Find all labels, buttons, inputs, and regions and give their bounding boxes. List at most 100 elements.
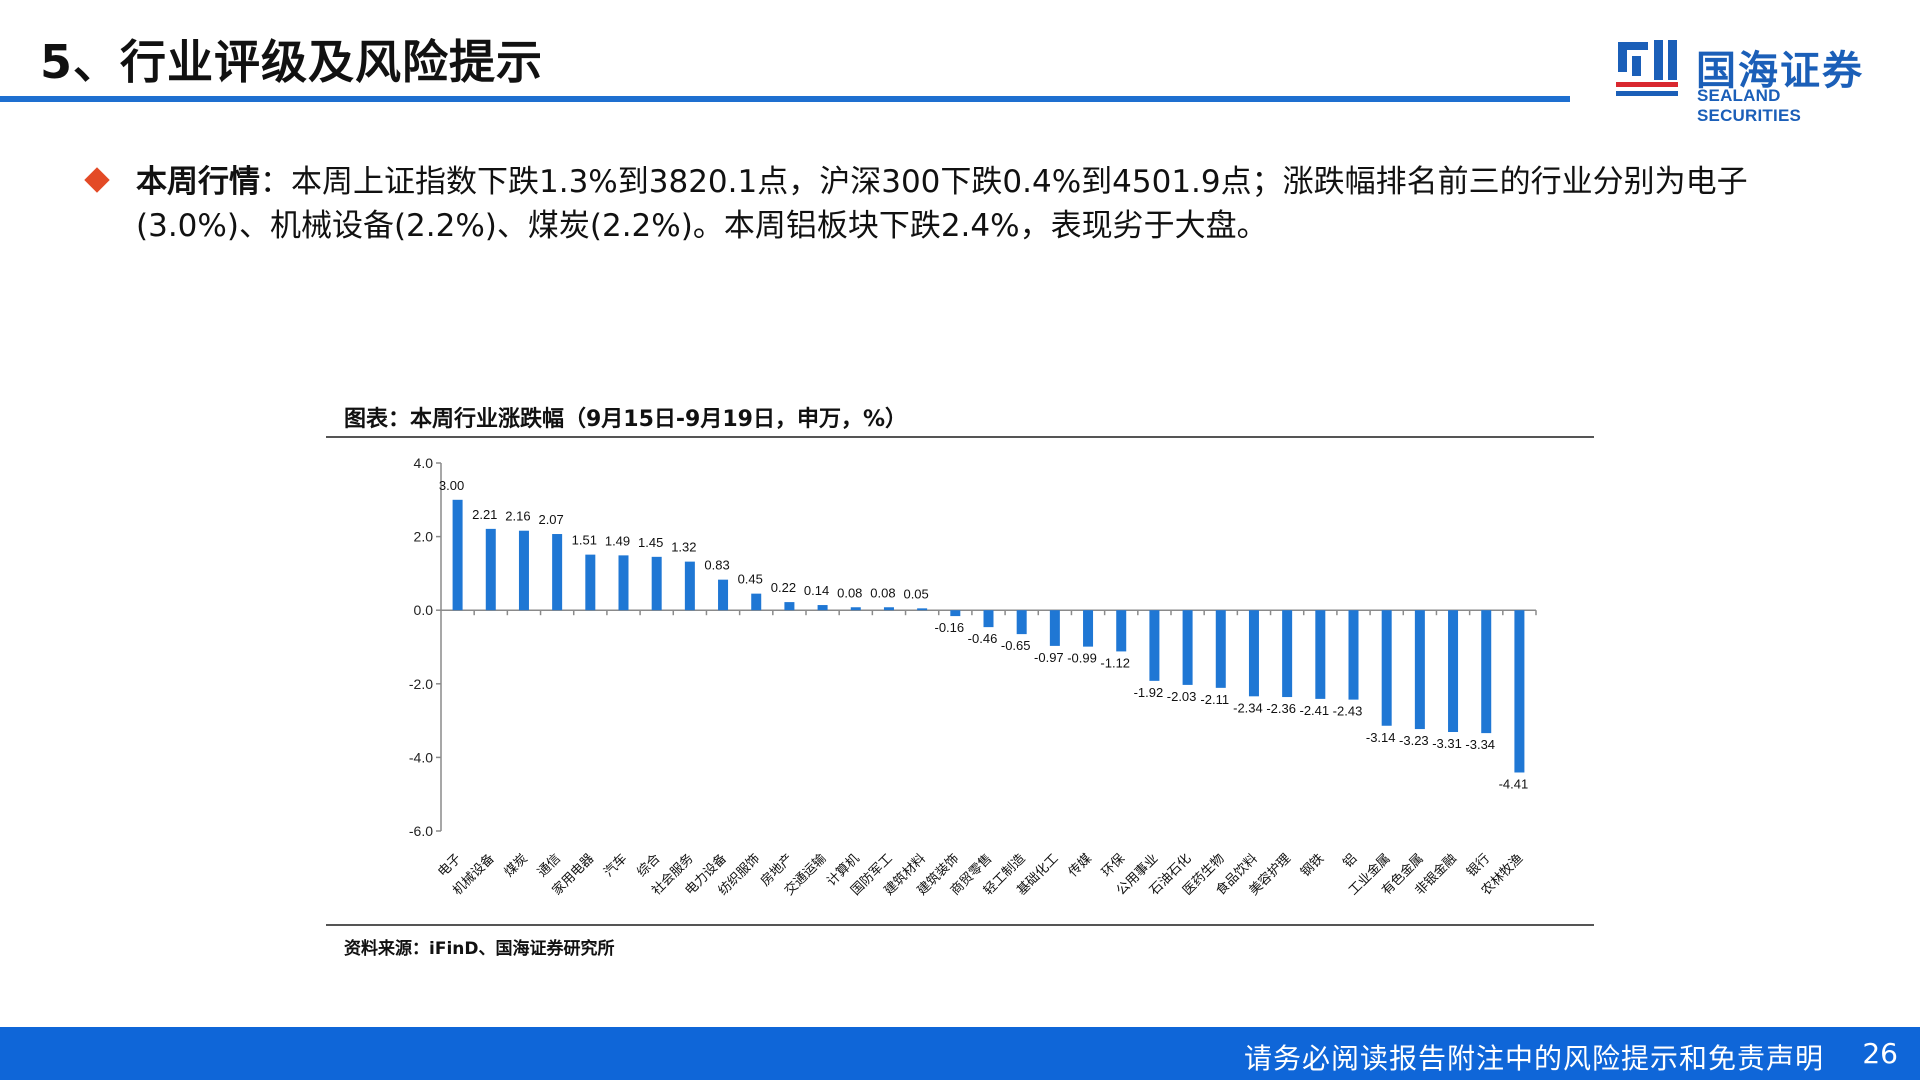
chart-title: 图表：本周行业涨跌幅（9月15日-9月19日，申万，%）: [344, 407, 908, 432]
y-tick-label: -6.0: [409, 823, 433, 839]
category-label: 环保: [1099, 851, 1128, 880]
category-label: 煤炭: [502, 851, 531, 880]
page-number: 26: [1862, 1037, 1898, 1070]
bar-14: [917, 608, 928, 611]
data-label: -2.36: [1266, 701, 1296, 716]
y-tick-label: -4.0: [409, 749, 433, 765]
bar-31: [1481, 610, 1492, 734]
footer-disclaimer: 请务必阅读报告附注中的风险提示和免责声明: [1243, 1042, 1824, 1075]
data-label: -2.03: [1167, 689, 1197, 704]
page-title: 5、行业评级及风险提示: [40, 35, 544, 89]
data-label: 0.08: [870, 585, 895, 600]
data-label: 0.14: [804, 583, 829, 598]
bar-32: [1514, 610, 1525, 773]
bar-2: [518, 530, 529, 611]
data-label: 3.00: [439, 478, 464, 493]
bar-9: [751, 593, 762, 611]
data-label: 1.51: [572, 533, 597, 548]
sealand-logo-icon: [1616, 40, 1678, 96]
data-label: -0.46: [968, 631, 998, 646]
category-label: 综合: [635, 851, 664, 880]
diamond-icon: [84, 167, 110, 193]
bar-3: [552, 534, 563, 611]
data-label: -3.14: [1366, 730, 1396, 745]
bar-4: [585, 554, 596, 611]
bar-16: [983, 610, 994, 628]
y-tick-label: 0.0: [414, 602, 434, 618]
data-label: 0.83: [704, 558, 729, 573]
industry-change-bar-chart: 4.02.00.0-2.0-4.0-6.03.00电子2.21机械设备2.16煤…: [409, 455, 1537, 899]
bar-11: [817, 605, 828, 611]
data-label: 2.07: [538, 512, 563, 527]
bar-5: [618, 555, 629, 611]
chart-top-rule: [326, 436, 1594, 438]
category-label: 电子: [435, 851, 464, 880]
data-label: -0.99: [1067, 651, 1097, 666]
title-underline: [0, 96, 1570, 102]
data-label: 1.32: [671, 540, 696, 555]
data-label: -2.41: [1299, 703, 1329, 718]
bar-12: [850, 607, 861, 611]
data-label: 2.16: [505, 509, 530, 524]
data-label: -2.43: [1333, 704, 1363, 719]
market-summary-label: 本周行情: [136, 164, 260, 200]
data-label: -2.34: [1233, 700, 1263, 715]
footer-bar: 请务必阅读报告附注中的风险提示和免责声明 26: [0, 1027, 1920, 1080]
category-label: 汽车: [601, 851, 631, 881]
data-label: 0.08: [837, 585, 862, 600]
bar-8: [718, 579, 729, 611]
bar-17: [1016, 610, 1027, 635]
category-label: 银行: [1464, 851, 1493, 880]
y-tick-label: 2.0: [414, 529, 434, 545]
data-label: 2.21: [472, 507, 497, 522]
bar-24: [1248, 610, 1259, 697]
bar-1: [485, 528, 496, 611]
logo-english-name: SEALAND SECURITIES: [1697, 86, 1802, 125]
data-label: 1.49: [605, 533, 630, 548]
bar-23: [1215, 610, 1226, 688]
bar-30: [1448, 610, 1459, 733]
bar-28: [1381, 610, 1392, 726]
data-label: -1.12: [1100, 655, 1130, 670]
data-label: -1.92: [1134, 685, 1164, 700]
bar-29: [1414, 610, 1425, 730]
y-tick-label: 4.0: [414, 455, 434, 471]
bar-0: [452, 499, 463, 611]
category-label: 铝: [1341, 851, 1361, 871]
data-label: -3.31: [1432, 736, 1462, 751]
bar-26: [1315, 610, 1326, 699]
bar-20: [1116, 610, 1127, 652]
bar-27: [1348, 610, 1359, 700]
data-label: -3.23: [1399, 733, 1429, 748]
bar-21: [1149, 610, 1160, 681]
bar-25: [1282, 610, 1293, 698]
category-label: 传媒: [1066, 851, 1095, 880]
bar-15: [950, 610, 961, 617]
data-label: 0.05: [903, 586, 928, 601]
bar-13: [883, 607, 894, 611]
data-label: -0.16: [934, 620, 964, 635]
bar-7: [684, 561, 695, 611]
category-label: 钢铁: [1298, 851, 1327, 880]
chart-bottom-rule: [326, 924, 1594, 926]
data-label: -0.65: [1001, 638, 1031, 653]
chart-source: 资料来源：iFinD、国海证券研究所: [344, 939, 615, 959]
y-tick-label: -2.0: [409, 676, 433, 692]
data-label: 1.45: [638, 535, 663, 550]
data-label: 0.45: [738, 572, 763, 587]
bar-6: [651, 556, 662, 611]
data-label: -0.97: [1034, 650, 1064, 665]
bar-10: [784, 602, 795, 611]
data-label: -4.41: [1499, 776, 1529, 791]
market-summary-body: ：本周上证指数下跌1.3%到3820.1点，沪深300下跌0.4%到4501.9…: [136, 164, 1748, 244]
company-logo: 国海证券 SEALAND SECURITIES: [1614, 36, 1884, 125]
category-label: 通信: [535, 851, 564, 880]
bar-19: [1083, 610, 1094, 647]
bar-22: [1182, 610, 1193, 685]
data-label: 0.22: [771, 580, 796, 595]
market-summary-text: 本周行情：本周上证指数下跌1.3%到3820.1点，沪深300下跌0.4%到45…: [136, 160, 1756, 248]
data-label: -2.11: [1200, 692, 1229, 707]
logo-chinese-name: 国海证券: [1696, 48, 1864, 94]
data-label: -3.34: [1465, 737, 1495, 752]
bar-18: [1049, 610, 1060, 646]
